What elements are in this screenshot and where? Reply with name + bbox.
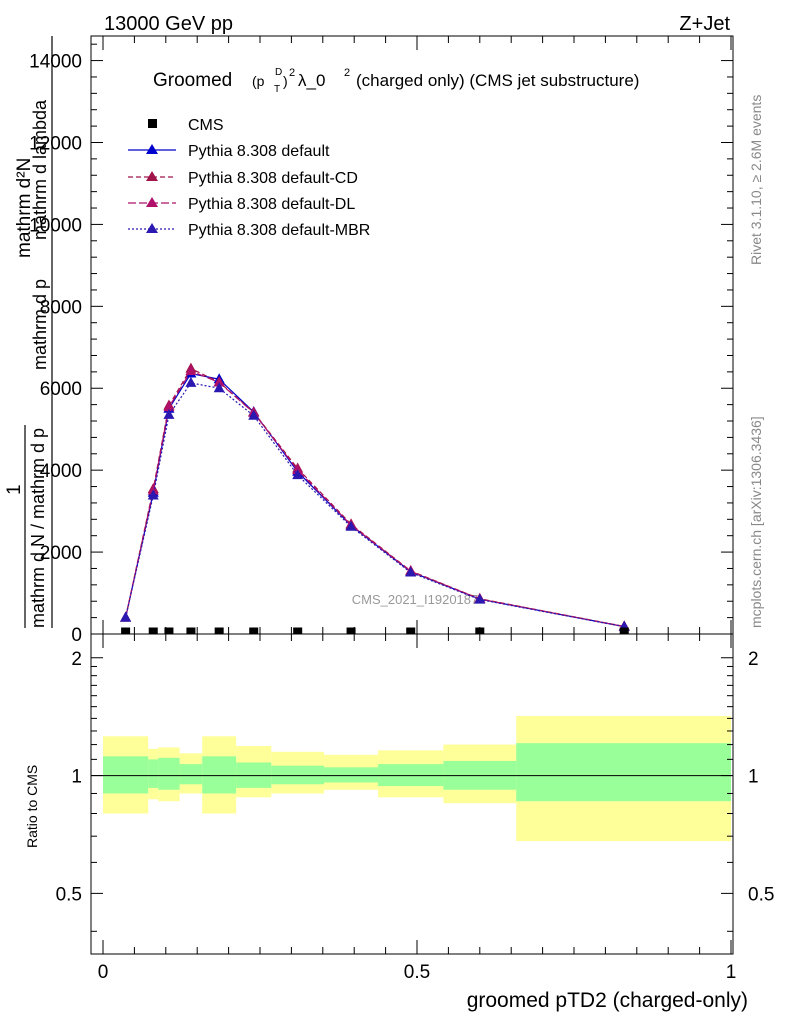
ratio-ytick-label-right: 0.5	[748, 884, 774, 905]
main-ytick-label: 2000	[40, 543, 82, 564]
main-ytick-label: 12000	[29, 133, 82, 154]
main-panel: 0 2000 4000 6000 8000 10000 12000 14000 CMS_202…	[29, 35, 734, 646]
xtick-label: 0	[98, 962, 109, 983]
ylabel-mid: mathrm d p	[30, 279, 50, 370]
ratio-band-inner	[271, 765, 325, 785]
legend-mbr-label: Pythia 8.308 default-MBR	[188, 222, 370, 239]
legend-default-label: Pythia 8.308 default	[188, 143, 330, 160]
header-left: 13000 GeV pp	[104, 13, 233, 35]
series-default-line	[125, 372, 625, 628]
series-default-mbr-marker	[345, 520, 357, 531]
ratio-ytick-label-right: 1	[748, 767, 759, 788]
legend-cd-label: Pythia 8.308 default-CD	[188, 170, 358, 187]
mcplots-label: mcplots.cern.ch [arXiv:1306.3436]	[748, 416, 764, 628]
xtick-label: 0.5	[404, 962, 430, 983]
main-ytick-label: 6000	[40, 379, 82, 400]
main-ytick-label: 8000	[40, 297, 82, 318]
ratio-frame	[90, 633, 734, 955]
ratio-ytick-label: 1	[71, 767, 82, 788]
title-close: )	[283, 73, 288, 89]
ratio-ytick-label: 0.5	[56, 884, 82, 905]
title-sub-t: T	[274, 84, 280, 95]
plot-title: Groomed (p D T ) 2 λ_0 2 (charged only) …	[153, 67, 639, 95]
title-main: Groomed	[153, 70, 232, 91]
ratio-band-inner	[179, 764, 203, 785]
ylabel-top: mathrm d²N	[14, 158, 35, 258]
title-sup-3: 2	[344, 67, 350, 79]
ylabel-one: 1	[4, 484, 25, 495]
legend-dl-label: Pythia 8.308 default-DL	[188, 196, 355, 213]
rivet-label: Rivet 3.1.10, ≥ 2.6M events	[748, 95, 764, 265]
legend-cms-marker	[148, 119, 157, 128]
ratio-band-inner	[324, 767, 379, 783]
main-ytick-label: 14000	[29, 52, 82, 73]
series-default-mbr-marker	[120, 611, 132, 622]
legend-cd-marker	[146, 171, 158, 181]
ratio-y-ticks: 0.5 0.5 1 1 2 2	[56, 649, 774, 932]
ratio-bands	[103, 715, 731, 842]
series-default-mbr-marker	[474, 593, 486, 604]
cms-marker	[619, 627, 629, 635]
title-sup-2: 2	[289, 67, 295, 79]
header-right: Z+Jet	[679, 13, 730, 35]
ratio-x-ticks: 0 0.5 1	[98, 634, 737, 983]
series-default-mbr-marker	[405, 566, 417, 577]
series-default-dl-marker	[185, 365, 197, 376]
ylabel-bottom: mathrm d N / mathrm d p	[28, 428, 48, 628]
legend-cms-label: CMS	[188, 117, 224, 134]
cms-marker	[346, 627, 356, 635]
ratio-band-inner	[202, 756, 237, 794]
ratio-band-inner	[103, 756, 149, 794]
legend-mbr-marker	[146, 223, 158, 233]
legend: CMS Pythia 8.308 default Pythia 8.308 de…	[128, 117, 370, 239]
ylabel-mid2: mathrm d lambda	[30, 99, 50, 240]
ratio-ytick-label: 2	[71, 649, 82, 670]
main-ytick-label: 0	[71, 625, 82, 646]
cms-marker	[186, 627, 196, 635]
title-sup-d: D	[275, 67, 282, 78]
cms-marker	[214, 627, 224, 635]
cms-marker	[406, 627, 416, 635]
ratio-ytick-label-right: 2	[748, 649, 759, 670]
series-default-mbr-marker	[185, 376, 197, 387]
cms-marker	[475, 627, 485, 635]
series-default-mbr-marker	[147, 489, 159, 500]
x-axis-label: groomed pTD2 (charged-only)	[467, 989, 748, 1012]
series-default-mbr-marker	[163, 408, 175, 419]
legend-dl-marker	[146, 197, 158, 207]
cms-marker	[164, 627, 174, 635]
xtick-label: 1	[726, 962, 737, 983]
cms-marker	[249, 627, 259, 635]
ratio-band-inner	[158, 757, 180, 790]
legend-default-marker	[146, 144, 158, 154]
series-default-mbr-marker	[248, 409, 260, 420]
series-default-dl-marker	[163, 401, 175, 412]
title-p: (p	[252, 73, 265, 89]
series-default-mbr-marker	[213, 382, 225, 393]
series-default-dl-line	[125, 370, 625, 628]
cms-marker	[148, 627, 158, 635]
series-default-dl-marker	[213, 376, 225, 387]
ratio-y-label: Ratio to CMS	[24, 765, 40, 848]
main-ytick-label: 10000	[29, 215, 82, 236]
watermark: CMS_2021_I1920187	[352, 592, 479, 607]
cms-points	[121, 627, 629, 635]
mc-lines	[120, 362, 630, 631]
cms-marker	[293, 627, 303, 635]
series-default-mbr-line	[125, 382, 625, 628]
title-tail: (charged only) (CMS jet substructure)	[356, 71, 639, 90]
ratio-band-inner	[148, 759, 159, 788]
ratio-band-inner	[516, 743, 731, 802]
series-default-cd-line	[125, 367, 625, 628]
series-default-mbr-marker	[292, 469, 304, 480]
ratio-panel: 0.5 0.51 12 2 0 0.5 1 Ratio to CMS groomed pT…	[24, 633, 774, 1012]
cms-marker	[121, 627, 131, 635]
main-y-axis-label: mathrm d²N mathrm d p mathrm d lambda 1 …	[4, 36, 53, 628]
main-y-ticks: 0 2000 4000 6000 8000 10000 12000 14000	[29, 43, 733, 646]
title-lambda: λ_0	[298, 71, 325, 90]
main-ytick-label: 4000	[40, 461, 82, 482]
